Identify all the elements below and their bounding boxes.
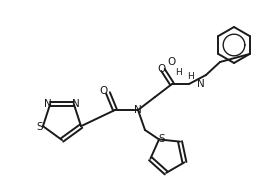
Text: N: N	[72, 99, 80, 109]
Text: O: O	[158, 64, 166, 74]
Text: O: O	[168, 57, 176, 67]
Text: S: S	[37, 122, 43, 132]
Text: S: S	[159, 134, 165, 144]
Text: H: H	[176, 67, 182, 77]
Text: N: N	[197, 79, 205, 89]
Text: H: H	[187, 71, 193, 80]
Text: O: O	[100, 86, 108, 96]
Text: N: N	[134, 105, 142, 115]
Text: N: N	[44, 99, 52, 109]
